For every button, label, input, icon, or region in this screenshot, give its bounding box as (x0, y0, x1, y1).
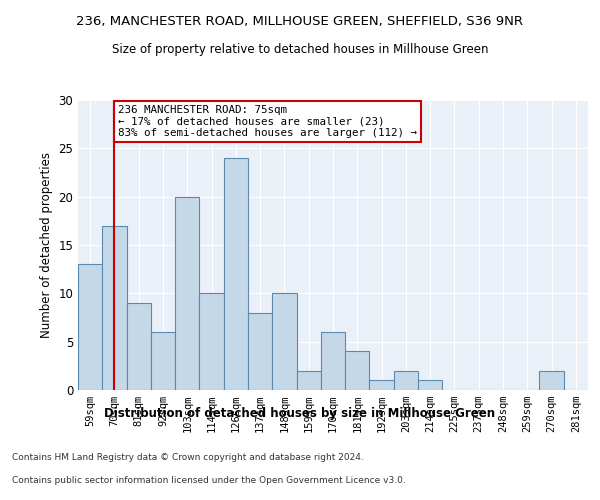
Bar (394, 370, 418, 390)
Text: 236, MANCHESTER ROAD, MILLHOUSE GREEN, SHEFFIELD, S36 9NR: 236, MANCHESTER ROAD, MILLHOUSE GREEN, S… (77, 15, 523, 28)
Bar (345, 352, 370, 390)
Bar (102, 226, 127, 390)
Text: 236 MANCHESTER ROAD: 75sqm
← 17% of detached houses are smaller (23)
83% of semi: 236 MANCHESTER ROAD: 75sqm ← 17% of deta… (118, 105, 417, 138)
Bar (127, 303, 151, 390)
Bar (224, 158, 248, 390)
Bar (175, 196, 199, 390)
Bar (272, 294, 296, 390)
Bar (151, 332, 175, 390)
Text: Size of property relative to detached houses in Millhouse Green: Size of property relative to detached ho… (112, 42, 488, 56)
Bar (78, 264, 102, 390)
Y-axis label: Number of detached properties: Number of detached properties (40, 152, 53, 338)
Bar (539, 370, 564, 390)
Text: Distribution of detached houses by size in Millhouse Green: Distribution of detached houses by size … (104, 408, 496, 420)
Text: Contains HM Land Registry data © Crown copyright and database right 2024.: Contains HM Land Registry data © Crown c… (12, 454, 364, 462)
Bar (370, 380, 394, 390)
Bar (248, 312, 272, 390)
Bar (418, 380, 442, 390)
Bar (296, 370, 321, 390)
Bar (321, 332, 345, 390)
Text: Contains public sector information licensed under the Open Government Licence v3: Contains public sector information licen… (12, 476, 406, 485)
Bar (199, 294, 224, 390)
